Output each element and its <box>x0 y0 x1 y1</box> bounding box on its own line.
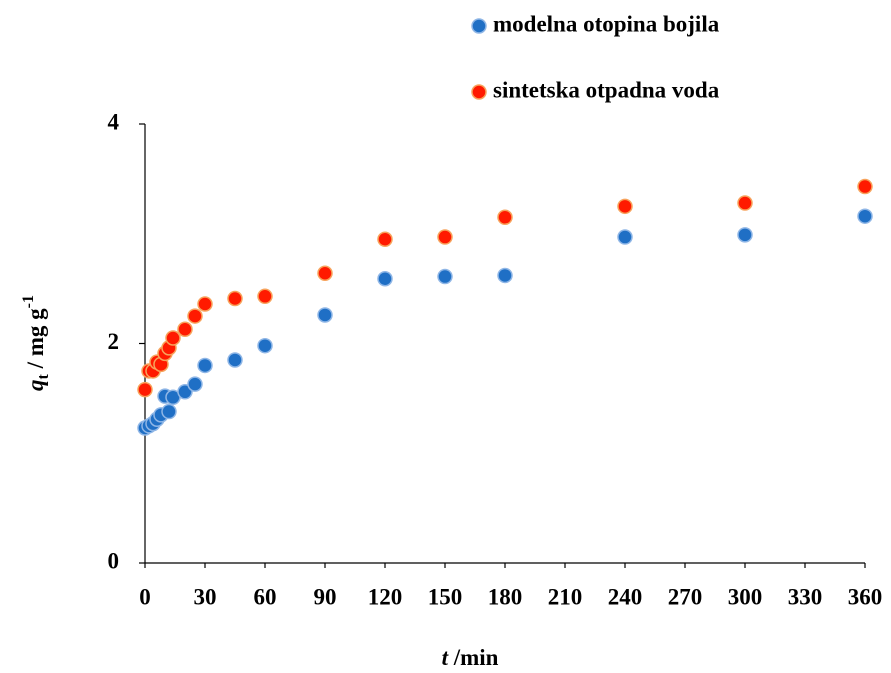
data-point <box>317 265 333 282</box>
data-point <box>497 209 513 226</box>
data-point <box>497 267 513 284</box>
x-label-unit: /min <box>448 645 499 670</box>
x-tick-label: 330 <box>788 584 823 609</box>
x-tick-label: 180 <box>488 584 523 609</box>
data-point <box>227 352 243 368</box>
data-point <box>737 195 753 211</box>
data-point <box>161 403 177 420</box>
x-tick-label: 240 <box>608 584 643 609</box>
data-point <box>737 227 753 243</box>
y-axis-label: qt / mg g-1 <box>20 295 52 391</box>
data-point <box>317 307 333 323</box>
x-tick-label: 210 <box>548 584 583 609</box>
x-tick-label: 60 <box>254 584 277 609</box>
data-point <box>857 178 873 195</box>
data-point <box>437 268 453 285</box>
y-label-superscript: -1 <box>20 295 37 308</box>
x-tick-label: 360 <box>848 584 883 609</box>
y-label-subscript: t <box>35 373 52 379</box>
legend-marker <box>471 18 487 34</box>
x-tick-label: 120 <box>368 584 403 609</box>
x-tick-label: 150 <box>428 584 463 609</box>
data-point <box>257 288 273 305</box>
legend-label: modelna otopina bojila <box>493 11 720 36</box>
x-tick-label: 30 <box>194 584 217 609</box>
y-tick-label: 4 <box>108 109 120 134</box>
x-tick-label: 270 <box>668 584 703 609</box>
x-label-variable: t <box>442 645 449 670</box>
data-point <box>437 229 453 245</box>
x-tick-label: 300 <box>728 584 763 609</box>
data-point <box>137 381 153 398</box>
x-tick-label: 90 <box>314 584 337 609</box>
data-point <box>617 198 633 215</box>
data-point <box>617 229 633 245</box>
data-point <box>187 376 203 392</box>
data-point <box>257 337 273 354</box>
data-point <box>177 321 193 337</box>
data-point <box>165 330 181 346</box>
legend-marker <box>471 84 487 100</box>
legend-label: sintetska otpadna voda <box>493 77 720 102</box>
y-label-unit: / mg g <box>23 308 48 374</box>
x-tick-label: 0 <box>139 584 151 609</box>
y-tick-label: 0 <box>108 548 120 573</box>
x-axis-label: t /min <box>442 645 499 670</box>
data-point <box>197 357 213 374</box>
data-point <box>197 296 213 312</box>
data-point <box>377 270 393 287</box>
y-tick-label: 2 <box>108 329 120 354</box>
data-point <box>227 290 243 307</box>
data-point <box>857 208 873 224</box>
data-point <box>377 231 393 247</box>
y-label-variable: q <box>23 379 48 391</box>
data-point <box>187 308 203 324</box>
